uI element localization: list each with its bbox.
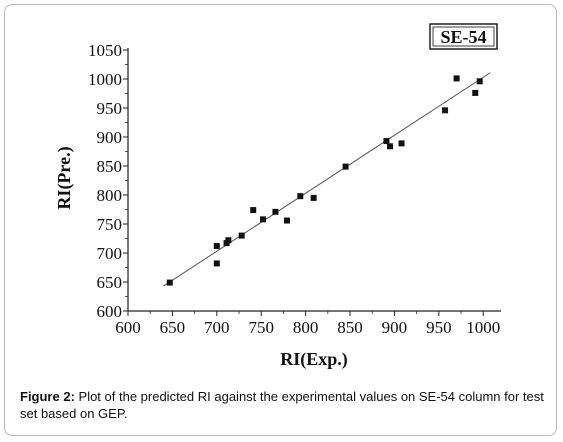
x-axis-title: RI(Exp.) xyxy=(280,349,348,370)
series-badge: SE-54 xyxy=(429,23,498,50)
axes xyxy=(127,48,501,312)
x-tick-label: 1000 xyxy=(466,318,500,337)
data-point xyxy=(225,237,232,244)
caption-label: Figure 2: xyxy=(20,389,75,404)
data-point xyxy=(238,232,245,239)
fit-line-group xyxy=(163,72,491,287)
data-point xyxy=(442,107,449,114)
y-tick-label: 600 xyxy=(97,302,123,321)
data-point xyxy=(259,216,266,223)
y-axis-title: RI(Pre.) xyxy=(54,146,75,209)
x-tick-label: 750 xyxy=(248,318,274,337)
data-point xyxy=(283,217,290,224)
data-point xyxy=(213,243,220,250)
y-tick-label: 750 xyxy=(97,215,123,234)
badge-label: SE-54 xyxy=(440,27,486,47)
data-point xyxy=(453,75,460,82)
y-tick-label: 650 xyxy=(97,273,123,292)
data-point xyxy=(250,207,257,214)
data-point xyxy=(213,260,220,267)
ticks: 600 650 700 750 800 850 900 950 1000 600 650 700 750… xyxy=(88,41,500,337)
figure-frame xyxy=(4,4,557,436)
x-tick-label: 850 xyxy=(337,318,363,337)
figure-caption: Figure 2: Plot of the predicted RI again… xyxy=(20,388,545,422)
data-point xyxy=(272,208,279,215)
x-tick-label: 950 xyxy=(426,318,452,337)
data-point xyxy=(166,279,173,286)
data-point xyxy=(383,138,390,145)
fit-line xyxy=(163,72,491,287)
x-tick-label: 900 xyxy=(382,318,408,337)
data-point xyxy=(386,143,393,150)
x-tick-label: 650 xyxy=(160,318,186,337)
y-tick-label: 1050 xyxy=(88,41,122,60)
badge-outer-border xyxy=(429,23,498,50)
y-tick-label: 800 xyxy=(97,186,123,205)
y-tick-label: 950 xyxy=(97,99,123,118)
y-tick-label: 1000 xyxy=(88,70,122,89)
data-point xyxy=(297,193,304,200)
badge-inner-border xyxy=(432,26,495,47)
x-tick-label: 800 xyxy=(293,318,319,337)
data-point xyxy=(398,140,405,147)
data-points xyxy=(166,75,483,286)
y-tick-label: 700 xyxy=(97,244,123,263)
data-point xyxy=(476,78,483,85)
data-point xyxy=(310,194,317,201)
y-tick-label: 850 xyxy=(97,157,123,176)
y-tick-label: 900 xyxy=(97,128,123,147)
x-tick-label: 700 xyxy=(204,318,230,337)
caption-text: Plot of the predicted RI against the exp… xyxy=(20,389,544,421)
data-point xyxy=(342,163,349,170)
data-point xyxy=(472,89,479,96)
x-tick-label: 600 xyxy=(115,318,141,337)
